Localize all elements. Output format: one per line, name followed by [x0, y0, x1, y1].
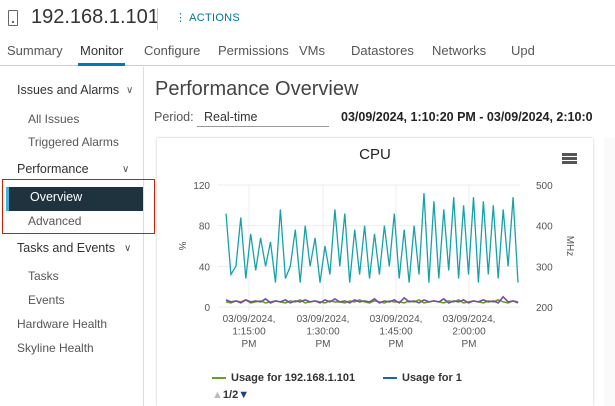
tab-bar: Summary Monitor Configure Permissions VM… [0, 38, 615, 66]
sidebar-item-all-issues[interactable]: All Issues [28, 112, 80, 126]
server-icon [8, 10, 18, 26]
actions-button[interactable]: ⋮ ACTIONS [175, 12, 241, 24]
x-tick-label: 1:15:00 [232, 327, 266, 338]
x-tick-label: 03/09/2024, [443, 314, 496, 325]
x-tick-label: PM [242, 339, 257, 350]
sidebar-group-issues[interactable]: Issues and Alarms [17, 83, 120, 97]
tab-datastores[interactable]: Datastores [351, 43, 414, 58]
y2-axis-label: MHz [564, 236, 575, 257]
legend-next-arrow-icon[interactable]: ▼ [238, 389, 250, 401]
period-label: Period: [154, 110, 194, 124]
section-title: Performance Overview [155, 78, 359, 100]
sidebar-item-skyline-health[interactable]: Skyline Health [17, 341, 94, 355]
sidebar-item-triggered-alarms[interactable]: Triggered Alarms [28, 135, 119, 149]
tab-summary[interactable]: Summary [7, 43, 63, 58]
x-tick-label: 1:45:00 [379, 327, 413, 338]
hamburger-menu-icon[interactable] [562, 153, 577, 164]
tab-vms[interactable]: VMs [299, 43, 325, 58]
x-tick-label: PM [316, 339, 331, 350]
time-range: 03/09/2024, 1:10:20 PM - 03/09/2024, 2:1… [341, 110, 593, 124]
x-tick-label: 03/09/2024, [370, 314, 423, 325]
sidebar-group-performance[interactable]: Performance [17, 162, 89, 176]
x-tick-label: PM [462, 339, 477, 350]
legend-item-1[interactable]: Usage for 1 [383, 372, 462, 384]
highlight-box [2, 179, 155, 234]
tab-updates[interactable]: Upd [511, 43, 535, 58]
x-tick-label: PM [389, 339, 404, 350]
y-tick-label: 0 [204, 303, 210, 314]
x-tick-label: 2:00:00 [452, 327, 486, 338]
more-vertical-icon: ⋮ [175, 12, 190, 24]
y-tick-label: 80 [199, 222, 211, 233]
legend-swatch [383, 377, 397, 380]
legend-swatch [212, 377, 226, 380]
y2-tick-label: 500 [536, 181, 553, 192]
y-axis-label: % [176, 242, 187, 251]
sidebar-item-advanced[interactable]: Advanced [28, 214, 82, 228]
y-tick-label: 40 [199, 262, 211, 273]
legend-item-host[interactable]: Usage for 192.168.1.101 [212, 372, 355, 384]
legend-pager: ▲1/2▼ [212, 389, 250, 401]
sidebar-item-hardware-health[interactable]: Hardware Health [17, 317, 108, 331]
sidebar-item-events[interactable]: Events [28, 293, 65, 307]
x-tick-label: 03/09/2024, [297, 314, 350, 325]
x-tick-label: 1:30:00 [306, 327, 340, 338]
cpu-chart: 0408012020030040050003/09/2024,1:15:00PM… [176, 181, 575, 350]
next-chart-edge [604, 138, 615, 406]
x-tick-label: 03/09/2024, [223, 314, 276, 325]
tab-networks[interactable]: Networks [432, 43, 487, 58]
y2-tick-label: 300 [536, 262, 553, 273]
sidebar-group-tasks-events[interactable]: Tasks and Events [17, 241, 115, 255]
series-line-1 [225, 193, 519, 283]
y-tick-label: 120 [193, 181, 210, 192]
chevron-down-icon[interactable]: ∨ [122, 164, 130, 175]
tab-permissions[interactable]: Permissions [218, 43, 289, 58]
page-title: 192.168.1.101 [31, 6, 159, 28]
header: 192.168.1.101 ⋮ ACTIONS [0, 0, 615, 38]
sidebar-item-overview[interactable] [6, 187, 143, 211]
period-select[interactable]: Real-time [197, 108, 329, 127]
sidebar-item-tasks[interactable]: Tasks [28, 269, 59, 283]
divider [157, 8, 158, 30]
legend-prev-arrow-icon[interactable]: ▲ [212, 389, 223, 401]
cpu-chart-card: CPU 0 40 80 120 200 300 400 500 03/09/2024, 1:15:… [157, 138, 593, 406]
sidebar [0, 67, 144, 406]
chart-title: CPU [359, 146, 391, 163]
chevron-down-icon[interactable]: ∨ [126, 85, 134, 96]
chevron-down-icon[interactable]: ∨ [124, 243, 132, 254]
y2-tick-label: 400 [536, 222, 553, 233]
tab-configure[interactable]: Configure [144, 43, 201, 58]
series-line-2 [225, 295, 519, 304]
sidebar-item-overview-label: Overview [30, 190, 83, 204]
tab-monitor[interactable]: Monitor [77, 43, 126, 66]
y2-tick-label: 200 [536, 303, 553, 314]
